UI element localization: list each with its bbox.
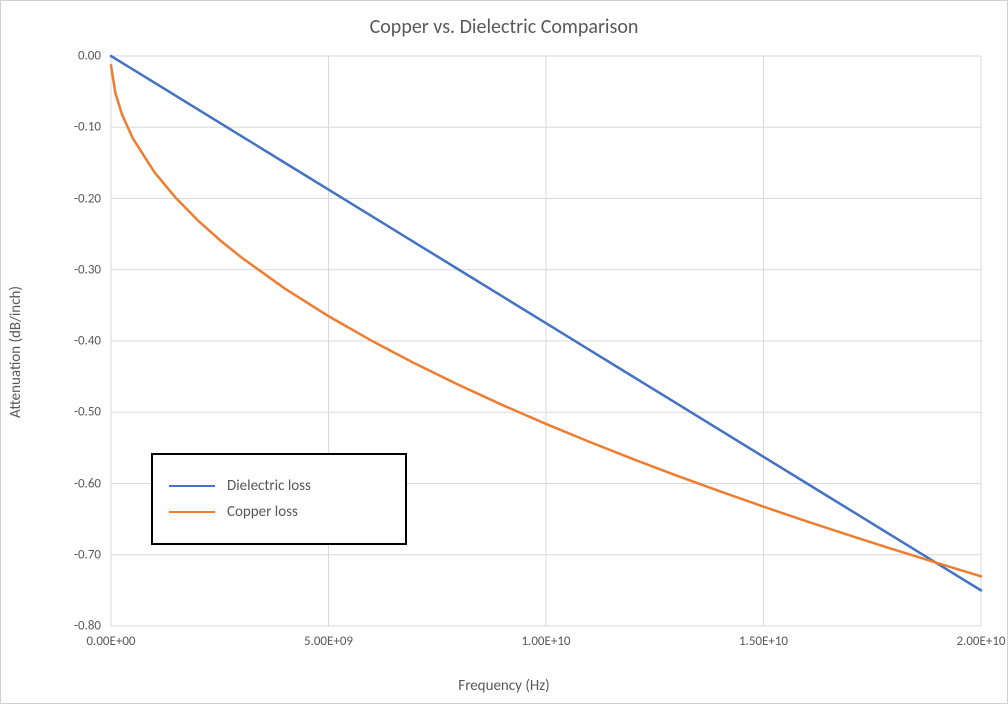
y-tick-label: -0.10 xyxy=(74,120,101,135)
x-tick-label: 1.50E+10 xyxy=(739,634,788,649)
legend-item: Dielectric loss xyxy=(169,477,383,495)
chart-legend: Dielectric loss Copper loss xyxy=(151,453,407,545)
legend-swatch xyxy=(169,485,215,487)
x-tick-label: 2.00E+10 xyxy=(956,634,1005,649)
y-tick-label: -0.50 xyxy=(74,405,101,420)
y-tick-labels: 0.00-0.10-0.20-0.30-0.40-0.50-0.60-0.70-… xyxy=(1,56,101,626)
legend-label: Dielectric loss xyxy=(227,477,311,495)
legend-label: Copper loss xyxy=(227,503,298,521)
y-tick-label: 0.00 xyxy=(78,49,101,64)
y-tick-label: -0.20 xyxy=(74,191,101,206)
y-tick-label: -0.80 xyxy=(74,619,101,634)
x-tick-label: 0.00E+00 xyxy=(86,634,135,649)
x-tick-label: 1.00E+10 xyxy=(521,634,570,649)
y-tick-label: -0.30 xyxy=(74,262,101,277)
y-tick-label: -0.70 xyxy=(74,547,101,562)
x-tick-labels: 0.00E+005.00E+091.00E+101.50E+102.00E+10 xyxy=(111,634,981,654)
legend-swatch xyxy=(169,511,215,513)
x-axis-title: Frequency (Hz) xyxy=(1,677,1007,695)
x-tick-label: 5.00E+09 xyxy=(304,634,353,649)
chart-container: Copper vs. Dielectric Comparison Attenua… xyxy=(0,0,1008,704)
legend-item: Copper loss xyxy=(169,503,383,521)
y-tick-label: -0.60 xyxy=(74,476,101,491)
y-tick-label: -0.40 xyxy=(74,334,101,349)
chart-title: Copper vs. Dielectric Comparison xyxy=(1,15,1007,39)
